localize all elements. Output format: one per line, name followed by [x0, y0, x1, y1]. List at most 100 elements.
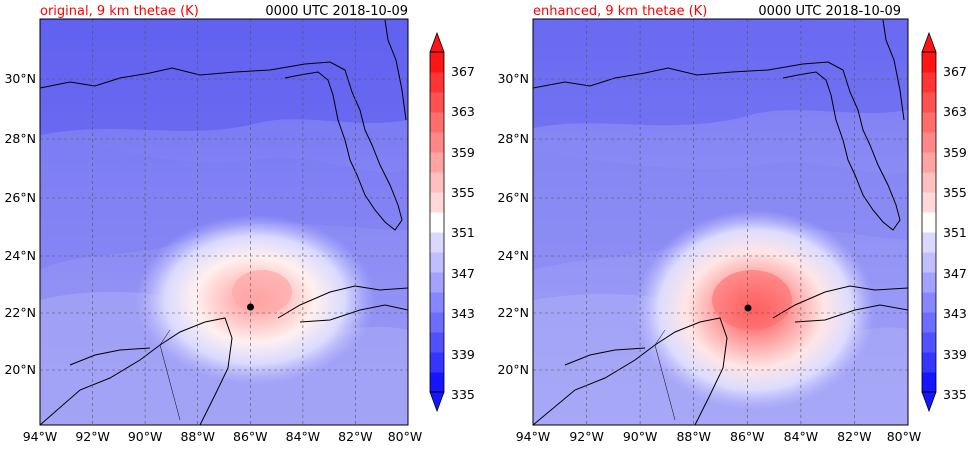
colorbar-segment: [430, 72, 444, 93]
lon-tick-label: 90°W: [623, 429, 658, 444]
colorbar-original: 367 363 359 355 351 347 343 339 335: [429, 31, 475, 413]
storm-center-marker: [744, 304, 752, 312]
lat-tick-label: 20°N: [4, 362, 36, 377]
thetae-field-original: [40, 19, 408, 425]
colorbar-max-extend: [429, 31, 445, 53]
lon-tick-labels: 94°W 92°W 90°W 88°W 86°W 84°W 82°W 80°W: [516, 429, 922, 444]
colorbar-min-extend: [921, 391, 937, 413]
colorbar-segment: [430, 92, 444, 113]
lat-tick-labels: 20°N 22°N 24°N 26°N 28°N 30°N: [497, 71, 529, 377]
lon-tick-label: 86°W: [730, 429, 765, 444]
colorbar-tick-label: 343: [451, 306, 475, 321]
map-frame: [532, 18, 909, 426]
lat-tick-label: 24°N: [4, 248, 36, 263]
panel-time: 0000 UTC 2018-10-09: [758, 4, 901, 19]
colorbar-segment: [922, 212, 936, 233]
colorbar-segment: [922, 152, 936, 173]
colorbar-tick-label: 335: [943, 387, 967, 402]
lon-tick-label: 94°W: [23, 429, 58, 444]
colorbar-segment: [430, 292, 444, 313]
colorbar-segment: [922, 52, 936, 73]
lat-tick-label: 30°N: [497, 71, 529, 86]
lon-tick-label: 80°W: [887, 429, 922, 444]
lon-tick-label: 84°W: [784, 429, 819, 444]
panel-title: enhanced, 9 km thetae (K): [533, 4, 707, 19]
colorbar-segment: [430, 332, 444, 353]
colorbar-tick-label: 359: [451, 145, 475, 160]
lon-tick-label: 84°W: [286, 429, 321, 444]
thetae-field-enhanced: [533, 19, 908, 425]
colorbar-segment: [430, 252, 444, 273]
lon-tick-label: 82°W: [837, 429, 872, 444]
colorbar-segment: [922, 372, 936, 393]
colorbar-segment: [922, 172, 936, 193]
lat-tick-label: 30°N: [4, 71, 36, 86]
colorbar-tick-label: 359: [943, 145, 967, 160]
colorbar-tick-label: 363: [943, 104, 967, 119]
colorbar-segment: [430, 52, 444, 73]
colorbar-tick-label: 339: [451, 347, 475, 362]
colorbar-segment: [430, 272, 444, 293]
storm-center-marker: [247, 303, 254, 311]
colorbar-min-extend: [429, 391, 445, 413]
lon-tick-label: 88°W: [180, 429, 215, 444]
colorbar-tick-label: 367: [451, 64, 475, 79]
colorbar-enhanced: 367 363 359 355 351 347 343 339 335: [921, 31, 967, 413]
colorbar-max-extend: [921, 31, 937, 53]
lon-tick-label: 92°W: [75, 429, 110, 444]
colorbar-segment: [430, 232, 444, 253]
colorbar-tick-label: 343: [943, 306, 967, 321]
colorbar-segment: [430, 132, 444, 153]
colorbar-segment: [922, 72, 936, 93]
colorbar-segment: [922, 352, 936, 373]
colorbar-segment: [430, 312, 444, 333]
lon-tick-label: 82°W: [338, 429, 373, 444]
lat-tick-label: 28°N: [497, 131, 529, 146]
colorbar-tick-label: 351: [943, 225, 967, 240]
colorbar-tick-label: 339: [943, 347, 967, 362]
map-panel-enhanced: enhanced, 9 km thetae (K) 0000 UTC 2018-…: [497, 4, 921, 444]
panel-title: original, 9 km thetae (K): [40, 4, 199, 19]
colorbar-segment: [430, 192, 444, 213]
lat-tick-label: 26°N: [497, 190, 529, 205]
lat-tick-label: 20°N: [497, 362, 529, 377]
lon-tick-label: 88°W: [676, 429, 711, 444]
lat-tick-label: 26°N: [4, 190, 36, 205]
colorbar-segment: [922, 92, 936, 113]
colorbar-segment: [922, 112, 936, 133]
colorbar-tick-label: 367: [943, 64, 967, 79]
lon-tick-label: 94°W: [516, 429, 551, 444]
colorbar-tick-label: 351: [451, 225, 475, 240]
lat-tick-label: 22°N: [497, 305, 529, 320]
lat-tick-label: 22°N: [4, 305, 36, 320]
lon-tick-label: 80°W: [388, 429, 423, 444]
colorbar-tick-label: 335: [451, 387, 475, 402]
colorbar-tick-label: 363: [451, 104, 475, 119]
lon-tick-label: 92°W: [569, 429, 604, 444]
colorbar-segment: [922, 292, 936, 313]
colorbar-segment: [430, 352, 444, 373]
colorbar-tick-label: 347: [451, 266, 475, 281]
colorbar-segment: [430, 152, 444, 173]
colorbar-tick-label: 355: [943, 185, 967, 200]
lat-tick-label: 24°N: [497, 248, 529, 263]
colorbar-tick-label: 347: [943, 266, 967, 281]
colorbar-segment: [430, 172, 444, 193]
colorbar-segment: [922, 192, 936, 213]
colorbar-segment: [430, 112, 444, 133]
colorbar-segment: [922, 272, 936, 293]
colorbar-segment: [922, 232, 936, 253]
colorbar-segment: [922, 312, 936, 333]
lat-tick-labels: 20°N 22°N 24°N 26°N 28°N 30°N: [4, 71, 36, 377]
map-panel-original: original, 9 km thetae (K) 0000 UTC 2018-…: [4, 4, 422, 444]
colorbar-tick-label: 355: [451, 185, 475, 200]
colorbar-segment: [430, 212, 444, 233]
colorbar-segment: [922, 252, 936, 273]
map-frame: [39, 18, 409, 426]
lon-tick-label: 90°W: [128, 429, 163, 444]
lon-tick-labels: 94°W 92°W 90°W 88°W 86°W 84°W 82°W 80°W: [23, 429, 423, 444]
panel-time: 0000 UTC 2018-10-09: [265, 4, 408, 19]
lon-tick-label: 86°W: [233, 429, 268, 444]
lat-tick-label: 28°N: [4, 131, 36, 146]
